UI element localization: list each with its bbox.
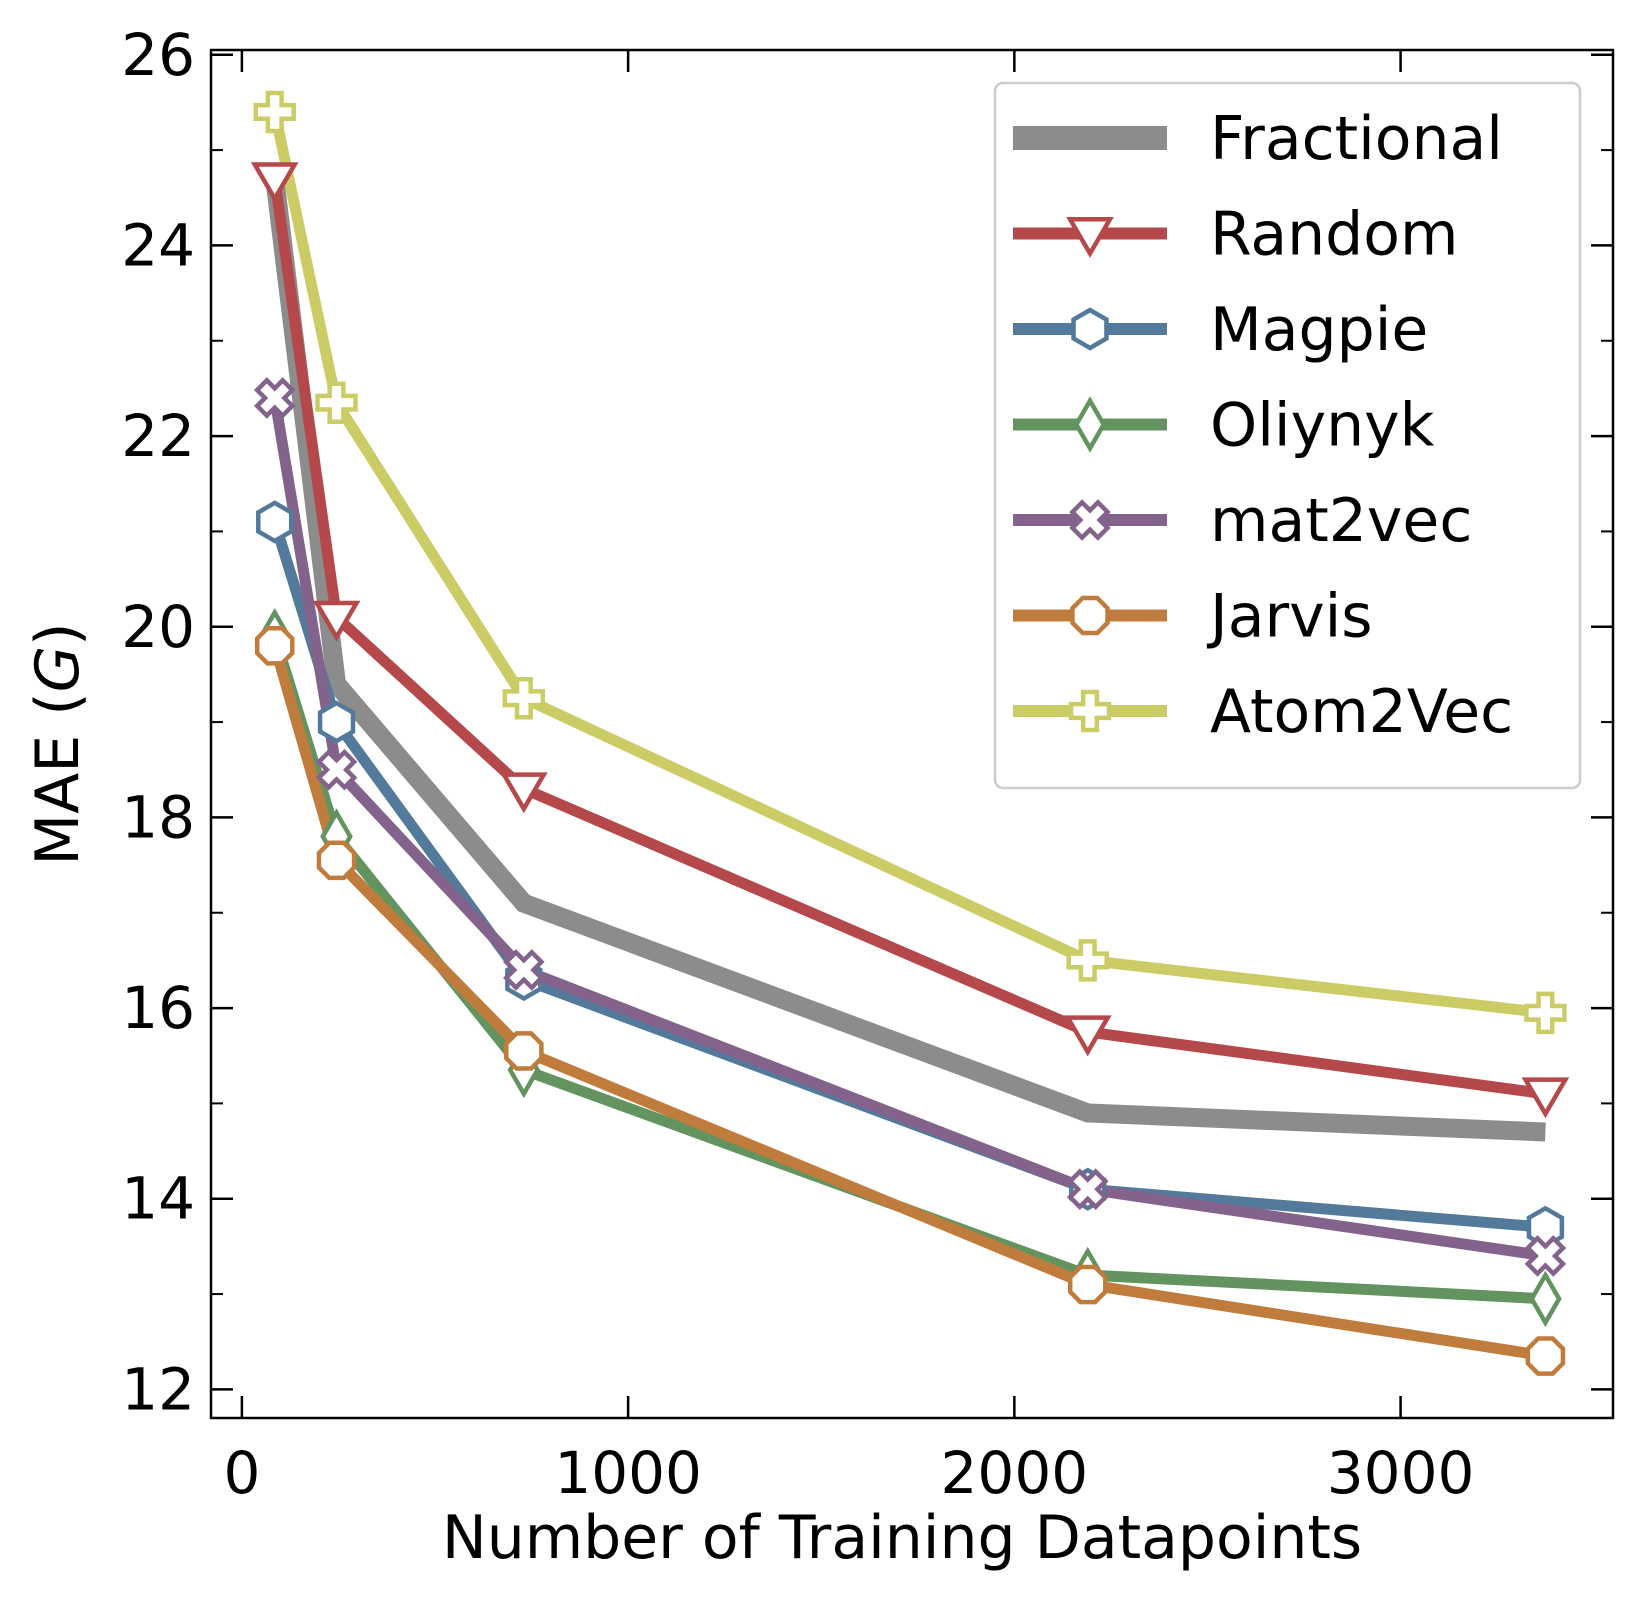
markers-atom2vec bbox=[253, 90, 1567, 1035]
series-line-fractional bbox=[265, 177, 1546, 1142]
x-tick-label: 1000 bbox=[554, 1439, 702, 1507]
data-point-mat2vec bbox=[253, 377, 296, 419]
data-point-atom2vec bbox=[502, 677, 546, 720]
x-tick-label: 0 bbox=[223, 1439, 260, 1507]
y-tick-label: 16 bbox=[121, 974, 195, 1042]
markers-mat2vec bbox=[253, 377, 1567, 1277]
y-tick-label: 26 bbox=[121, 21, 195, 89]
data-point-random bbox=[1063, 1015, 1112, 1057]
legend-label: Jarvis bbox=[1206, 582, 1373, 652]
markers-random bbox=[250, 162, 1570, 1119]
data-point-atom2vec bbox=[1524, 991, 1567, 1035]
data-point-oliynyk bbox=[1529, 1270, 1562, 1328]
data-point-jarvis bbox=[1067, 1264, 1108, 1305]
data-point-jarvis bbox=[1525, 1336, 1566, 1376]
legend-marker-atom2vec bbox=[1068, 689, 1112, 733]
legend-marker-magpie bbox=[1071, 307, 1109, 351]
y-tick-label: 14 bbox=[121, 1165, 195, 1233]
legend-label: Magpie bbox=[1210, 295, 1428, 365]
legend-label: Random bbox=[1210, 200, 1458, 270]
x-axis-label: Number of Training Datapoints bbox=[442, 1503, 1362, 1573]
legend-item-oliynyk: Oliynyk bbox=[1013, 391, 1435, 461]
data-point-jarvis bbox=[316, 840, 357, 881]
x-tick-label: 2000 bbox=[941, 1439, 1089, 1507]
data-point-mat2vec bbox=[1524, 1235, 1567, 1277]
data-point-random bbox=[312, 600, 361, 642]
y-tick-label: 24 bbox=[121, 211, 195, 279]
data-point-atom2vec bbox=[1066, 939, 1109, 982]
data-point-magpie bbox=[317, 700, 356, 744]
plot-frame bbox=[209, 48, 1615, 1420]
y-axis-label: MAE (G) bbox=[23, 622, 93, 865]
data-point-magpie bbox=[256, 500, 294, 544]
legend-label: Oliynyk bbox=[1210, 391, 1435, 461]
legend-item-mat2vec: mat2vec bbox=[1013, 486, 1472, 556]
x-tick-label: 3000 bbox=[1327, 1439, 1475, 1507]
data-point-mat2vec bbox=[315, 748, 358, 791]
y-tick-label: 18 bbox=[121, 783, 195, 851]
legend-item-jarvis: Jarvis bbox=[1013, 582, 1373, 652]
markers-jarvis bbox=[254, 626, 1566, 1376]
legend-item-magpie: Magpie bbox=[1013, 295, 1428, 365]
series-fractional bbox=[265, 177, 1546, 1142]
data-point-atom2vec bbox=[253, 90, 296, 134]
legend-label: Atom2Vec bbox=[1210, 677, 1513, 747]
legend-marker-oliynyk bbox=[1073, 396, 1107, 453]
data-point-random bbox=[1521, 1077, 1570, 1119]
legend-marker-mat2vec bbox=[1069, 499, 1111, 541]
data-point-random bbox=[499, 772, 548, 814]
legend-label: Fractional bbox=[1210, 104, 1503, 174]
data-point-jarvis bbox=[254, 626, 295, 666]
legend-label: mat2vec bbox=[1210, 486, 1472, 556]
data-point-atom2vec bbox=[315, 381, 358, 424]
legend-item-fractional: Fractional bbox=[1013, 104, 1503, 174]
y-tick-label: 20 bbox=[121, 593, 195, 661]
data-point-random bbox=[250, 162, 299, 204]
data-point-mat2vec bbox=[1066, 1168, 1109, 1210]
data-point-jarvis bbox=[504, 1031, 544, 1071]
legend-marker-jarvis bbox=[1070, 595, 1110, 636]
data-point-mat2vec bbox=[503, 949, 545, 991]
y-tick-label: 22 bbox=[121, 402, 195, 470]
legend-marker-random bbox=[1066, 217, 1114, 258]
y-tick-label: 12 bbox=[121, 1355, 195, 1423]
legend-item-atom2vec: Atom2Vec bbox=[1013, 677, 1513, 747]
legend-item-random: Random bbox=[1013, 200, 1458, 270]
